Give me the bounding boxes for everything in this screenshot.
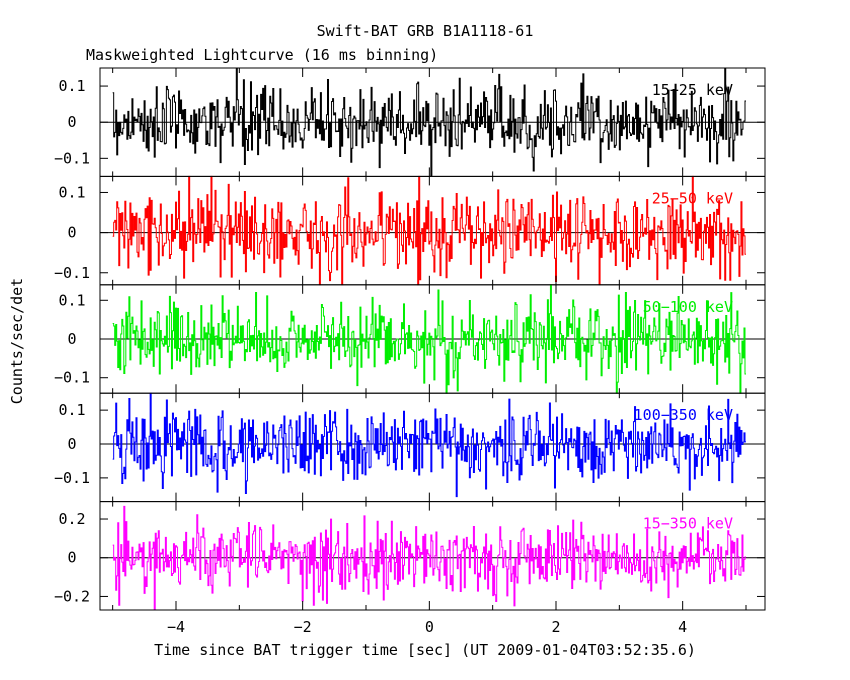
- panel-4: 100−350 keV −0.1 0 0.1: [54, 392, 766, 503]
- panel-frame: [99, 501, 766, 611]
- y-tick-label: −0.1: [54, 264, 90, 282]
- series-line: [112, 284, 746, 394]
- chart-subtitle: Maskweighted Lightcurve (16 ms binning): [86, 46, 438, 64]
- y-tick-label: 0: [67, 330, 76, 348]
- panel-2: 25−50 keV −0.1 0 0.1: [54, 175, 766, 286]
- y-tick-label: 0.1: [58, 183, 85, 201]
- panel-5: 15−350 keV −0.2 0 0.2: [54, 501, 766, 611]
- series-label: 15−25 keV: [652, 81, 733, 99]
- series-label: 15−350 keV: [643, 515, 733, 533]
- x-tick-label: −4: [167, 618, 185, 636]
- y-tick-label: 0: [67, 549, 76, 567]
- y-tick-label: −0.1: [54, 369, 90, 387]
- series-line: [112, 392, 746, 498]
- panels: 15−25 keV−0.100.125−50 keV−0.100.150−100…: [54, 67, 766, 636]
- y-tick-label: 0.1: [58, 291, 85, 309]
- series-line: [112, 505, 746, 611]
- x-tick-label: 4: [678, 618, 687, 636]
- y-tick-label: −0.1: [54, 149, 90, 167]
- y-tick-label: 0: [67, 224, 76, 242]
- panel-3: 50−100 keV −0.1 0 0.1: [54, 284, 766, 394]
- y-tick-label: 0.1: [58, 77, 85, 95]
- panel-1: 15−25 keV −0.1 0 0.1: [54, 67, 766, 177]
- x-tick-label: 2: [551, 618, 560, 636]
- x-axis-label: Time since BAT trigger time [sec] (UT 20…: [154, 641, 696, 659]
- y-tick-label: −0.2: [54, 587, 90, 605]
- series-label: 50−100 keV: [643, 298, 733, 316]
- chart-title: Swift-BAT GRB B1A1118-61: [317, 22, 534, 40]
- y-tick-label: 0.2: [58, 510, 85, 528]
- y-tick-label: −0.1: [54, 469, 90, 487]
- y-axis-label: Counts/sec/det: [8, 278, 26, 404]
- y-tick-label: 0: [67, 113, 76, 131]
- x-tick-label: 0: [425, 618, 434, 636]
- series-line: [112, 67, 746, 177]
- y-tick-label: 0: [67, 435, 76, 453]
- x-tick-label: −2: [294, 618, 312, 636]
- series-label: 25−50 keV: [652, 189, 733, 207]
- series-line: [112, 175, 746, 286]
- series-label: 100−350 keV: [634, 406, 733, 424]
- y-tick-label: 0.1: [58, 401, 85, 419]
